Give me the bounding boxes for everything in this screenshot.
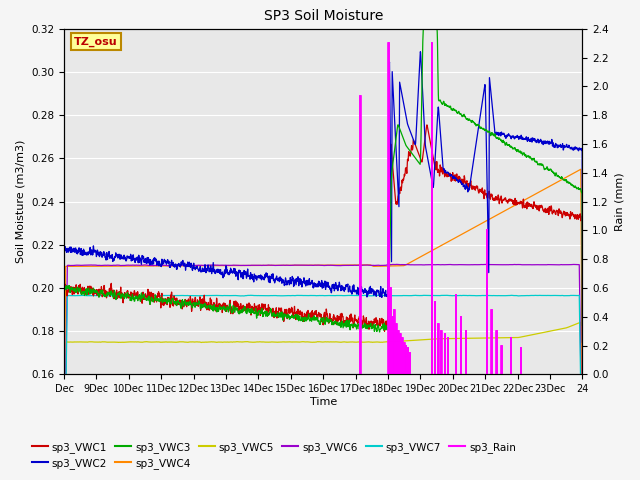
sp3_VWC4 [579,423,586,429]
sp3_VWC2 [354,289,362,295]
sp3_VWC5 [577,320,584,325]
sp3_VWC5 [508,335,516,341]
sp3_VWC7 [224,293,232,299]
sp3_VWC5 [354,339,362,345]
sp3_VWC7 [509,292,516,298]
sp3_VWC6 [572,262,579,267]
sp3_VWC2 [579,339,586,345]
sp3_VWC4 [479,220,487,226]
sp3_VWC2 [60,402,68,408]
sp3_VWC4 [112,263,120,269]
sp3_VWC1 [112,291,120,297]
sp3_VWC1 [354,320,362,326]
sp3_VWC3 [112,295,120,300]
sp3_VWC6 [479,262,487,267]
sp3_VWC4 [60,475,68,480]
sp3_VWC7 [572,293,579,299]
sp3_VWC4 [571,169,579,175]
sp3_VWC6 [509,262,516,267]
sp3_VWC6 [112,263,120,268]
sp3_VWC2 [572,144,579,150]
sp3_VWC2 [509,134,516,140]
Line: sp3_VWC5: sp3_VWC5 [64,323,582,480]
Line: sp3_VWC3: sp3_VWC3 [64,29,582,480]
sp3_VWC5 [224,339,232,345]
sp3_VWC4 [508,204,516,210]
sp3_VWC4 [354,262,362,268]
sp3_VWC6 [393,262,401,267]
sp3_VWC2 [479,94,487,99]
sp3_VWC2 [417,49,424,55]
sp3_VWC7 [479,293,487,299]
sp3_VWC4 [224,263,232,268]
sp3_VWC7 [112,293,120,299]
sp3_VWC3 [420,26,428,32]
sp3_VWC1 [479,191,487,197]
Title: SP3 Soil Moisture: SP3 Soil Moisture [264,10,383,24]
sp3_VWC1 [60,429,68,434]
sp3_VWC3 [479,126,487,132]
Legend: sp3_VWC1, sp3_VWC2, sp3_VWC3, sp3_VWC4, sp3_VWC5, sp3_VWC6, sp3_VWC7, sp3_Rain: sp3_VWC1, sp3_VWC2, sp3_VWC3, sp3_VWC4, … [28,437,520,473]
sp3_VWC3 [579,323,586,328]
sp3_VWC3 [509,145,516,151]
Line: sp3_VWC1: sp3_VWC1 [64,125,582,432]
sp3_VWC1 [572,213,579,218]
sp3_VWC6 [579,474,586,480]
sp3_VWC1 [509,199,516,204]
Line: sp3_VWC7: sp3_VWC7 [64,295,582,480]
sp3_VWC1 [579,383,586,388]
sp3_VWC3 [224,306,232,312]
X-axis label: Time: Time [310,397,337,407]
Line: sp3_VWC2: sp3_VWC2 [64,52,582,405]
sp3_VWC6 [224,263,232,268]
Line: sp3_VWC4: sp3_VWC4 [64,169,582,478]
sp3_VWC1 [423,122,431,128]
Y-axis label: Rain (mm): Rain (mm) [614,172,624,231]
sp3_VWC3 [572,183,579,189]
Text: TZ_osu: TZ_osu [74,36,118,47]
Y-axis label: Soil Moisture (m3/m3): Soil Moisture (m3/m3) [15,140,26,264]
sp3_VWC1 [224,304,232,310]
sp3_VWC2 [224,271,232,276]
Line: sp3_VWC6: sp3_VWC6 [64,264,582,480]
sp3_VWC7 [354,293,362,299]
sp3_VWC4 [577,167,585,172]
sp3_VWC5 [479,335,487,341]
sp3_VWC5 [112,339,120,345]
sp3_VWC7 [443,292,451,298]
sp3_VWC5 [571,322,579,327]
sp3_VWC6 [354,263,362,268]
sp3_VWC3 [354,321,362,327]
sp3_VWC2 [112,250,120,256]
